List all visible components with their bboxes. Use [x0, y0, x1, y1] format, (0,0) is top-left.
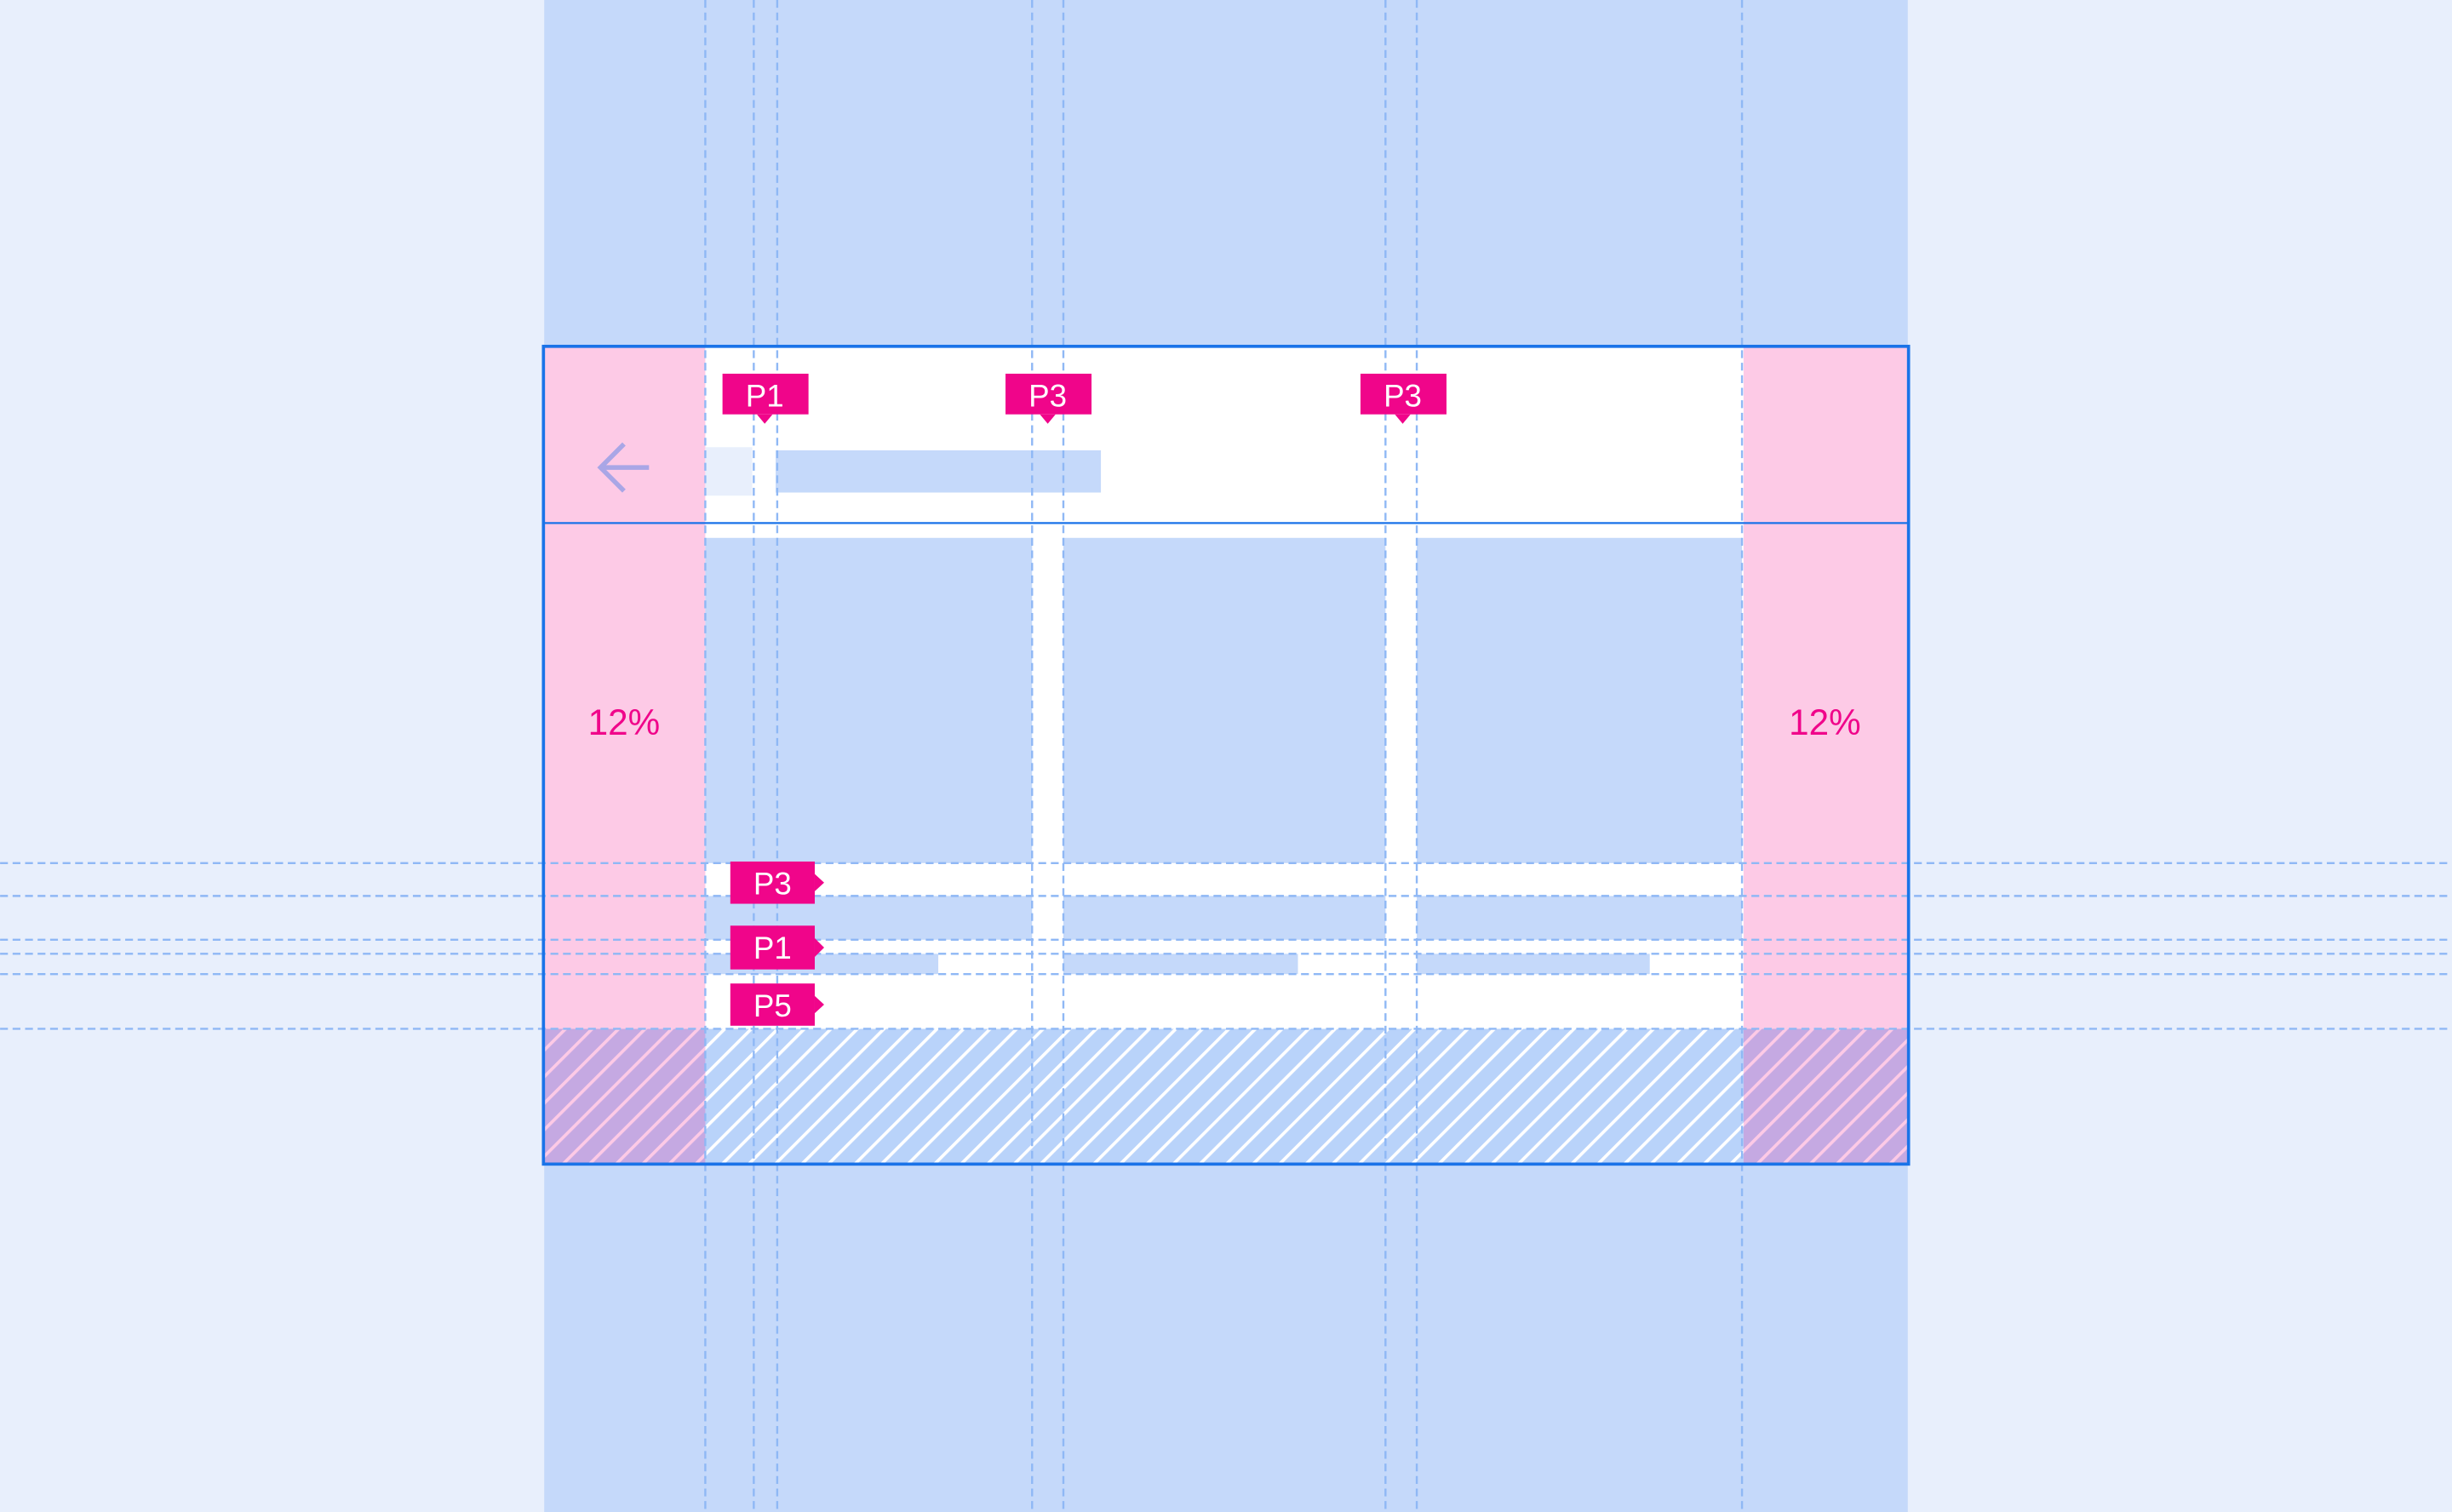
svg-text:P5: P5 [753, 988, 792, 1023]
right-margin [1743, 346, 1908, 1029]
padding-tag: P5 [730, 983, 824, 1026]
screen-frame: 12% 12% [544, 346, 1908, 1166]
svg-text:P1: P1 [746, 379, 784, 414]
title-bar [776, 450, 1102, 493]
bottom-overflow-hatch [705, 1028, 1744, 1166]
svg-text:P3: P3 [1028, 379, 1067, 414]
padding-tag: P3 [1360, 373, 1447, 424]
padding-tag: P1 [722, 373, 809, 424]
card-title [1063, 896, 1386, 940]
vertical-guides [704, 0, 1744, 1512]
padding-tag: P3 [730, 861, 824, 904]
svg-text:P1: P1 [753, 931, 792, 965]
right-overflow-hatch [1743, 1028, 1908, 1166]
svg-text:P3: P3 [1384, 379, 1422, 414]
horizontal-guides [0, 862, 2452, 1030]
card-image [705, 537, 1033, 863]
card [1063, 537, 1386, 975]
svg-text:P3: P3 [753, 867, 792, 902]
header [544, 346, 1908, 523]
right-margin-label: 12% [1789, 702, 1861, 742]
screen-border [541, 344, 1911, 1166]
card-subtitle [1063, 954, 1298, 975]
card-image [1063, 537, 1386, 863]
card-image [1417, 537, 1743, 863]
title-leading-block [705, 447, 753, 496]
card [1417, 537, 1743, 975]
left-margin [544, 346, 706, 1029]
padding-tag: P3 [1005, 373, 1092, 424]
left-margin-label: 12% [588, 702, 661, 742]
left-overflow-hatch [544, 1028, 706, 1166]
padding-tag: P1 [730, 925, 824, 970]
arrow-left-icon[interactable] [597, 442, 650, 493]
card-subtitle [1417, 954, 1650, 975]
card-title [1417, 896, 1743, 940]
